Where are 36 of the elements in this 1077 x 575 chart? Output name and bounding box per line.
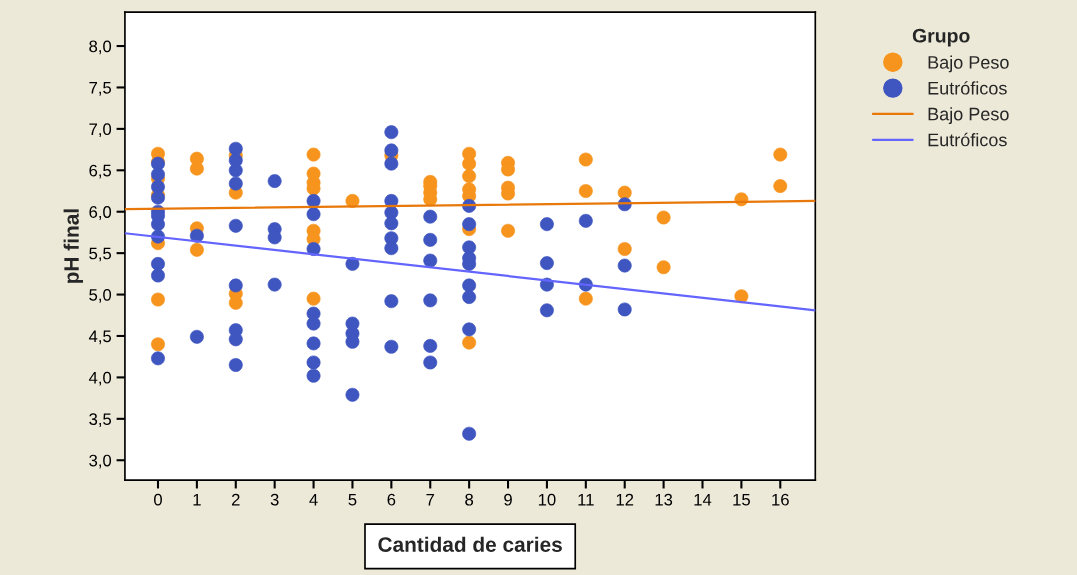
- x-tick-label: 2: [231, 493, 240, 506]
- y-tick-label: 3,5: [89, 413, 112, 427]
- x-axis-title: Cantidad de caries: [378, 536, 562, 552]
- x-tick-label: 15: [733, 493, 750, 506]
- x-tick-label: 8: [465, 493, 474, 506]
- legend-label: Eutróficos: [928, 81, 1007, 95]
- legend-title: Grupo: [912, 28, 970, 47]
- point: [306, 147, 321, 162]
- y-tick-label: 5,5: [89, 247, 112, 262]
- x-tick-label: 6: [387, 493, 396, 506]
- x-tick-label: 10: [538, 493, 556, 506]
- y-tick-label: 4,0: [88, 371, 112, 386]
- x-tick-label: 3: [270, 493, 279, 506]
- legend-label: Bajo Peso: [928, 55, 1009, 73]
- y-tick-label: 6,5: [89, 164, 112, 179]
- x-tick-label: 13: [655, 493, 673, 506]
- y-tick-label: 5,0: [89, 288, 112, 303]
- y-tick-label: 7,0: [89, 123, 112, 138]
- y-tick-label: 8,0: [89, 40, 112, 55]
- x-tick-label: 1: [193, 493, 201, 506]
- x-tick-label: 16: [772, 493, 789, 506]
- x-tick-label: 5: [348, 493, 357, 506]
- x-tick-label: 0: [154, 493, 162, 506]
- y-tick-label: 3,0: [89, 454, 112, 469]
- y-tick-label: 4,5: [88, 330, 112, 345]
- x-tick-label: 7: [426, 493, 435, 506]
- x-tick-label: 14: [694, 493, 712, 506]
- x-tick-label: 12: [616, 493, 634, 506]
- x-tick-label: 11: [578, 493, 594, 506]
- y-axis-title: pH final: [63, 209, 84, 283]
- y-tick-label: 7,5: [89, 82, 112, 96]
- legend-label: Eutróficos: [928, 132, 1007, 147]
- x-tick-label: 9: [504, 493, 512, 506]
- y-tick-label: 6,0: [89, 206, 112, 220]
- legend-label: Bajo Peso: [928, 107, 1009, 125]
- x-tick-label: 4: [309, 493, 318, 506]
